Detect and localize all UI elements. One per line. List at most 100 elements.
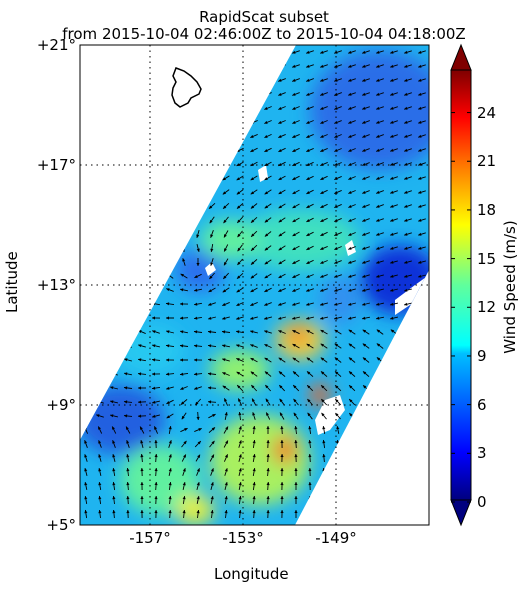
wind-arrowhead bbox=[322, 426, 326, 430]
wind-arrowhead bbox=[404, 78, 408, 82]
wind-arrowhead bbox=[292, 64, 296, 68]
wind-arrowhead bbox=[306, 64, 310, 68]
wind-arrowhead bbox=[278, 134, 282, 138]
wind-arrowhead bbox=[210, 248, 214, 252]
wind-arrowhead bbox=[376, 260, 380, 264]
wind-arrowhead bbox=[250, 275, 255, 279]
wind-arrowhead bbox=[348, 343, 353, 347]
wind-arrowhead bbox=[320, 316, 324, 320]
wind-arrowhead bbox=[322, 454, 326, 458]
wind-arrowhead bbox=[335, 371, 339, 375]
wind-arrowhead bbox=[152, 316, 155, 320]
wind-arrowhead bbox=[362, 190, 366, 194]
y-tick-label: +5° bbox=[46, 516, 76, 534]
wind-arrowhead bbox=[238, 426, 242, 430]
wind-arrowhead bbox=[166, 330, 170, 334]
wind-arrowhead bbox=[280, 454, 284, 457]
wind-arrowhead bbox=[278, 177, 282, 180]
wind-arrowhead bbox=[182, 468, 186, 472]
wind-arrowhead bbox=[209, 275, 213, 279]
wind-arrowhead bbox=[348, 260, 352, 264]
wind-arrowhead bbox=[264, 219, 269, 223]
wind-arrowhead bbox=[390, 232, 394, 236]
wind-arrowhead bbox=[266, 482, 270, 486]
wind-arrowhead bbox=[154, 454, 158, 458]
wind-arrowhead bbox=[266, 426, 270, 429]
wind-arrowhead bbox=[210, 496, 214, 500]
wind-arrowhead bbox=[320, 50, 324, 54]
wind-arrowhead bbox=[334, 134, 338, 138]
wind-arrowhead bbox=[264, 205, 269, 209]
wind-arrowhead bbox=[250, 358, 254, 361]
wind-arrowhead bbox=[279, 398, 283, 403]
wind-arrowhead bbox=[306, 78, 310, 82]
wind-arrowhead bbox=[140, 468, 144, 472]
wind-arrowhead bbox=[237, 219, 241, 223]
wind-arrowhead bbox=[306, 177, 310, 180]
wind-arrowhead bbox=[222, 372, 226, 376]
colorbar-tick-label: 15 bbox=[477, 249, 497, 268]
wind-arrowhead bbox=[182, 510, 186, 514]
wind-arrowhead bbox=[278, 106, 282, 110]
wind-arrowhead bbox=[278, 149, 282, 152]
wind-arrowhead bbox=[293, 398, 297, 403]
wind-arrowhead bbox=[210, 468, 214, 472]
wind-arrowhead bbox=[306, 302, 310, 306]
wind-arrowhead bbox=[194, 275, 198, 278]
wind-arrowhead bbox=[224, 510, 228, 514]
wind-arrowhead bbox=[140, 482, 144, 485]
wind-arrowhead bbox=[236, 358, 240, 362]
wind-arrowhead bbox=[376, 50, 380, 54]
wind-arrowhead bbox=[152, 330, 156, 334]
wind-arrowhead bbox=[84, 468, 88, 472]
wind-arrowhead bbox=[348, 64, 352, 68]
wind-arrowhead bbox=[110, 400, 114, 404]
wind-arrowhead bbox=[237, 275, 241, 279]
wind-arrowhead bbox=[210, 262, 214, 266]
y-tick-label: +21° bbox=[36, 36, 76, 54]
wind-arrowhead bbox=[180, 288, 184, 292]
wind-arrowhead bbox=[196, 234, 200, 238]
wind-arrowhead bbox=[418, 218, 422, 222]
wind-arrowhead bbox=[334, 246, 338, 250]
wind-arrowhead bbox=[238, 412, 242, 416]
wind-arrowhead bbox=[321, 412, 325, 417]
wind-arrowhead bbox=[126, 440, 130, 444]
wind-arrowhead bbox=[236, 177, 240, 181]
wind-arrowhead bbox=[294, 454, 298, 458]
wind-arrowhead bbox=[294, 468, 298, 471]
wind-arrowhead bbox=[348, 204, 352, 208]
wind-arrowhead bbox=[264, 330, 268, 334]
wind-arrowhead bbox=[335, 399, 339, 403]
wind-arrowhead bbox=[390, 204, 394, 208]
wind-arrowhead bbox=[334, 50, 338, 54]
wind-arrowhead bbox=[292, 50, 296, 54]
wind-arrowhead bbox=[140, 440, 144, 444]
wind-arrowhead bbox=[308, 468, 312, 472]
wind-arrowhead bbox=[376, 218, 380, 222]
wind-arrowhead bbox=[264, 357, 268, 361]
wind-arrowhead bbox=[84, 454, 88, 458]
wind-arrowhead bbox=[292, 261, 296, 264]
wind-arrowhead bbox=[294, 440, 298, 444]
wind-arrowhead bbox=[183, 440, 187, 445]
wind-arrowhead bbox=[266, 468, 270, 472]
wind-arrowhead bbox=[348, 316, 352, 320]
wind-arrowhead bbox=[236, 344, 240, 348]
wind-arrowhead bbox=[404, 64, 408, 68]
wind-arrowhead bbox=[348, 148, 352, 152]
wind-arrowhead bbox=[250, 134, 254, 138]
wind-arrowhead bbox=[266, 440, 270, 444]
wind-arrowhead bbox=[320, 191, 324, 194]
wind-arrowhead bbox=[292, 330, 296, 333]
wind-arrowhead bbox=[154, 426, 158, 430]
wind-arrowhead bbox=[252, 426, 256, 430]
wind-arrowhead bbox=[209, 205, 213, 209]
wind-arrowhead bbox=[195, 401, 199, 405]
wind-arrowhead bbox=[376, 64, 380, 68]
colorbar-tick-label: 12 bbox=[477, 298, 497, 317]
wind-arrowhead bbox=[265, 398, 269, 402]
wind-arrowhead bbox=[390, 148, 394, 152]
wind-arrowhead bbox=[98, 510, 102, 514]
wind-arrowhead bbox=[348, 50, 352, 54]
